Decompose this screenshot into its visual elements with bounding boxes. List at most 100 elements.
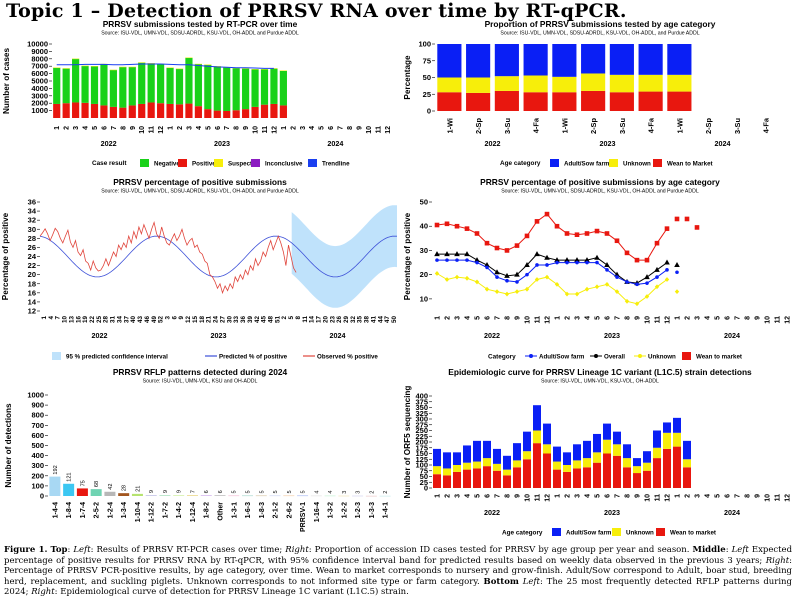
data-label: 2	[383, 491, 389, 494]
x-tick-label: 8	[745, 316, 752, 320]
year-label: 2022	[101, 139, 117, 148]
marker-adult-sow-farm	[575, 260, 579, 265]
x-tick-label: 2-Sp	[474, 118, 483, 135]
marker-unknown	[554, 281, 560, 287]
x-tick-label: 41	[370, 316, 377, 324]
y-axis-label: Percentage	[403, 55, 412, 100]
legend-swatch	[251, 159, 260, 167]
bar-wean-to-market	[463, 469, 471, 488]
marker-adult-sow-farm	[655, 275, 659, 279]
rflp-bar	[352, 495, 364, 497]
chart-subtitle: Source: ISU-VDL, UMN-VDL, KSU-VDL, OH-AD…	[541, 379, 659, 385]
y-tick-label: 200	[415, 438, 428, 447]
bar-unknown	[623, 458, 631, 468]
bar-suspect	[166, 67, 174, 69]
marker-unknown	[514, 289, 520, 295]
x-tick-label: 10	[765, 494, 772, 502]
bar-suspect	[138, 62, 146, 63]
bar-adult-sow	[623, 444, 631, 459]
legend-label: Wean to Market	[667, 161, 713, 168]
x-tick-label: 1-7-4	[80, 502, 87, 518]
x-tick-label: 4-Fa	[647, 117, 656, 133]
rflp-bar	[324, 495, 336, 497]
legend-swatch	[140, 159, 149, 167]
x-tick-label: 1-2-3	[355, 502, 362, 518]
x-tick-label: 4	[48, 316, 55, 320]
bar-unknown	[552, 76, 577, 93]
x-tick-label: 4	[585, 316, 592, 320]
marker-unknown	[444, 277, 450, 282]
y-tick-label: 30	[420, 246, 428, 255]
x-tick-label: 3	[165, 316, 172, 320]
bar-negative	[62, 68, 70, 104]
marker-overall	[474, 257, 480, 263]
y-tick-label: 300	[415, 415, 428, 424]
bar-wean-to-market	[663, 448, 671, 488]
caption-top-right-label: Right	[285, 545, 309, 555]
bar-wean-to-market	[552, 92, 577, 111]
x-tick-label: 1-12-4	[190, 502, 197, 522]
x-tick-label: 1	[435, 494, 442, 498]
marker-unknown	[434, 271, 440, 276]
x-tick-label: 5	[595, 316, 602, 320]
y-tick-label: 100	[415, 461, 428, 470]
bar-negative	[100, 63, 108, 106]
data-label: 21	[135, 486, 141, 492]
data-label: 9	[177, 490, 183, 493]
bar-negative	[270, 68, 278, 104]
marker-overall	[594, 254, 600, 260]
x-tick-label: 7	[111, 126, 118, 130]
rflp-bar	[200, 495, 212, 496]
bar-negative	[204, 64, 212, 110]
x-tick-label: 1	[281, 126, 288, 130]
x-tick-label: 11	[262, 126, 269, 134]
x-tick-label: 10	[62, 316, 69, 324]
marker-overall	[574, 257, 580, 263]
x-tick-label: 4	[309, 126, 316, 130]
bar-adult-sow	[466, 44, 491, 78]
chart-title: PRRSV percentage of positive submissions	[113, 177, 287, 187]
x-tick-label: 4	[705, 494, 712, 498]
x-tick-label: 38	[364, 316, 371, 324]
year-label: 2024	[327, 139, 343, 148]
year-label: 2024	[330, 331, 346, 340]
marker-wean-to-market	[434, 222, 440, 228]
year-label: 2022	[484, 508, 500, 517]
x-tick-label: 3	[73, 126, 80, 130]
legend-swatch	[656, 528, 665, 536]
marker-wean-to-market	[534, 219, 540, 224]
marker-adult-sow-farm	[665, 268, 669, 272]
bar-suspect	[204, 64, 212, 66]
x-tick-label: 1-2-4	[107, 502, 114, 518]
legend-swatch	[612, 528, 621, 536]
bar-unknown	[437, 77, 462, 93]
y-tick-label: 20	[420, 270, 428, 279]
marker-overall	[554, 257, 560, 263]
bar-adult-sow	[443, 452, 451, 469]
x-tick-label: 12	[545, 316, 552, 324]
bar-adult-sow	[483, 440, 491, 459]
y-tick-label: 500	[31, 441, 44, 450]
marker-adult-sow-farm	[445, 258, 449, 262]
legend-swatch	[653, 159, 662, 167]
legend-label: Trendline	[322, 161, 350, 168]
bar-positive	[213, 110, 221, 118]
bar-unknown	[643, 462, 651, 471]
caption-middle-right-text: Percentage of PRRSV PCR-positive results…	[4, 566, 792, 587]
x-tick-label: 12	[158, 126, 165, 134]
marker-unknown	[574, 291, 580, 297]
bar-suspect	[242, 68, 250, 69]
marker-unknown	[654, 284, 660, 290]
x-tick-label: 10	[139, 126, 146, 134]
x-tick-label: 10	[366, 126, 373, 134]
bar-wean-to-market	[443, 475, 451, 488]
y-tick-label: 700	[31, 421, 44, 430]
x-tick-label: 1-8-3	[259, 502, 266, 518]
x-tick-label: 12	[385, 126, 392, 134]
bar-adult-sow	[543, 423, 551, 445]
bar-wean-to-market	[473, 468, 481, 488]
y-axis-label: Number of ORF5 sequencing	[403, 386, 412, 499]
bar-wean-to-market	[494, 90, 519, 111]
bar-adult-sow	[493, 448, 501, 464]
bar-negative	[157, 63, 165, 104]
